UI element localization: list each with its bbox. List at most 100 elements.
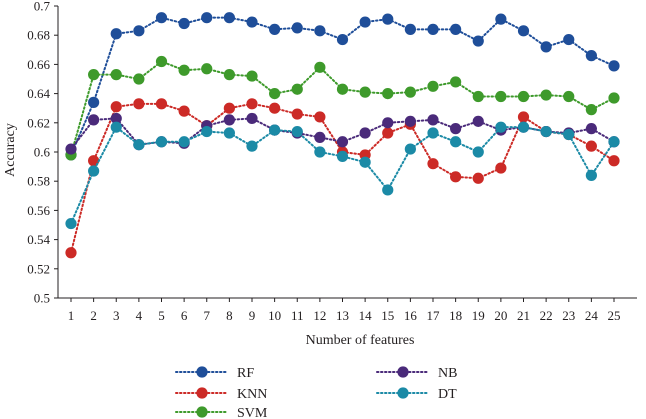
data-point-rf — [223, 12, 235, 24]
data-point-nb — [585, 123, 597, 135]
data-point-dt — [133, 139, 145, 151]
legend-label: RF — [237, 366, 254, 381]
x-tick-label: 22 — [540, 308, 553, 323]
legend-marker — [196, 406, 208, 418]
data-point-nb — [472, 115, 484, 127]
data-point-dt — [585, 169, 597, 181]
data-point-rf — [133, 25, 145, 37]
data-point-knn — [517, 111, 530, 123]
data-point-svm — [291, 83, 303, 95]
data-point-rf — [450, 23, 462, 35]
x-tick-label: 8 — [226, 308, 233, 323]
data-point-rf — [563, 33, 575, 46]
data-point-dt — [472, 146, 484, 158]
data-point-dt — [314, 146, 326, 158]
data-point-dt — [223, 127, 235, 139]
x-tick-label: 12 — [313, 308, 326, 323]
data-point-dt — [359, 156, 371, 168]
data-point-knn — [223, 102, 235, 114]
data-point-rf — [88, 96, 100, 108]
y-tick-label: 0.54 — [27, 232, 50, 247]
data-point-dt — [563, 128, 575, 141]
data-point-knn — [427, 158, 439, 170]
y-axis: 0.5 0.52 0.54 0.56 0.58 0.6 0.62 0.64 0.66 0.68 0.… — [27, 0, 59, 306]
data-point-nb — [359, 127, 371, 139]
data-point-rf — [404, 23, 416, 35]
series-layer — [65, 12, 620, 259]
data-point-dt — [517, 121, 530, 133]
x-tick-label: 3 — [113, 308, 120, 323]
data-point-dt — [65, 217, 77, 230]
data-point-svm — [495, 90, 507, 103]
data-point-nb — [246, 112, 258, 125]
y-tick-label: 0.56 — [27, 203, 50, 218]
x-tick-label: 9 — [249, 308, 256, 323]
legend-item-nb: NB — [376, 366, 457, 381]
y-tick-label: 0.58 — [27, 174, 50, 189]
data-point-svm — [110, 69, 122, 81]
data-point-nb — [314, 131, 326, 143]
data-point-svm — [359, 86, 371, 98]
y-tick-label: 0.5 — [34, 291, 50, 306]
x-tick-label: 13 — [336, 308, 349, 323]
data-point-knn — [133, 98, 145, 110]
data-point-dt — [269, 124, 281, 136]
x-tick-label: 2 — [90, 308, 97, 323]
data-point-dt — [178, 136, 190, 148]
x-tick-label: 20 — [494, 308, 507, 323]
data-point-knn — [110, 101, 122, 113]
data-point-dt — [427, 127, 439, 139]
data-point-rf — [427, 23, 439, 35]
legend-marker — [397, 387, 409, 399]
data-point-nb — [336, 136, 349, 148]
x-tick-label: 5 — [158, 308, 165, 323]
data-point-nb — [382, 117, 394, 129]
x-axis: 1 2 3 4 5 6 7 8 9 10 11 12 13 14 15 16 17 18 19 20 21 22 23 24 2… — [58, 297, 637, 323]
x-tick-label: 21 — [517, 308, 530, 323]
data-point-dt — [540, 125, 552, 138]
data-point-dt — [450, 136, 462, 148]
data-point-svm — [585, 104, 597, 116]
data-point-svm — [155, 55, 168, 68]
x-tick-label: 15 — [381, 308, 394, 323]
data-point-dt — [155, 136, 168, 148]
x-tick-label: 11 — [291, 308, 304, 323]
data-point-knn — [382, 127, 394, 139]
x-tick-label: 23 — [562, 308, 575, 323]
data-point-rf — [382, 13, 394, 25]
data-point-svm — [517, 90, 530, 103]
data-point-nb — [450, 123, 462, 135]
data-point-svm — [178, 64, 190, 76]
data-point-svm — [201, 63, 213, 75]
data-point-knn — [65, 247, 77, 259]
data-point-dt — [404, 143, 416, 155]
data-point-nb — [404, 115, 416, 127]
x-tick-label: 17 — [427, 308, 441, 323]
series-knn — [65, 98, 620, 259]
series-rf — [65, 12, 620, 161]
legend-item-dt: DT — [376, 387, 457, 402]
data-point-rf — [314, 25, 326, 37]
data-point-knn — [291, 108, 303, 120]
data-point-rf — [155, 12, 168, 24]
x-tick-label: 10 — [268, 308, 281, 323]
x-tick-label: 14 — [359, 308, 373, 323]
legend-label: DT — [438, 387, 457, 402]
data-point-rf — [472, 35, 484, 47]
data-point-knn — [269, 102, 281, 114]
legend-marker — [196, 366, 208, 378]
y-tick-label: 0.66 — [27, 57, 50, 72]
legend-label: NB — [438, 366, 457, 381]
x-tick-label: 1 — [68, 308, 75, 323]
data-point-nb — [65, 143, 77, 155]
data-point-rf — [359, 16, 371, 28]
data-point-rf — [495, 13, 507, 25]
series-dt — [65, 121, 620, 230]
y-tick-label: 0.52 — [27, 261, 50, 276]
data-point-nb — [427, 114, 439, 126]
x-tick-label: 24 — [585, 308, 599, 323]
series-svm — [65, 55, 620, 161]
series-line-knn — [70, 102, 615, 254]
x-tick-label: 4 — [136, 308, 143, 323]
